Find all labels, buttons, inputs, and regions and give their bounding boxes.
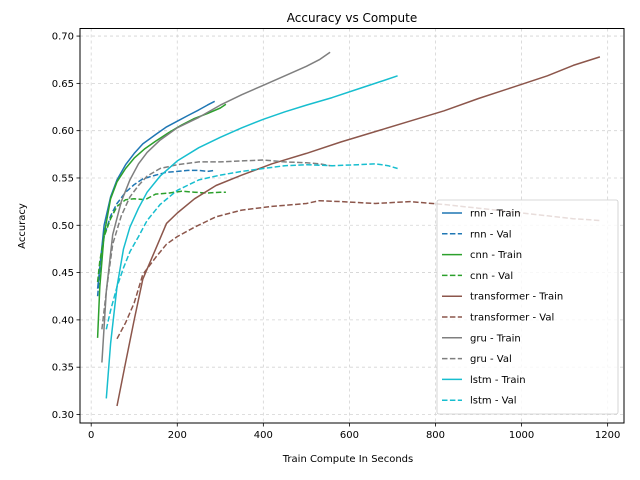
x-tick-label: 1200 <box>595 430 620 441</box>
legend-entry-label: cnn - Train <box>470 250 522 261</box>
series-line-cnn-val <box>96 190 226 283</box>
y-tick-label: 0.55 <box>52 173 74 184</box>
y-tick-label: 0.60 <box>52 126 74 137</box>
y-tick-label: 0.50 <box>52 221 74 232</box>
legend-entry-label: lstm - Val <box>470 396 517 407</box>
plot-lines <box>96 51 601 407</box>
x-axis-label: Train Compute In Seconds <box>282 454 413 465</box>
legend-entry-label: transformer - Train <box>470 292 563 303</box>
legend-entry-label: rnn - Train <box>470 209 521 220</box>
legend-box <box>436 199 619 415</box>
legend-entry-label: rnn - Val <box>470 229 512 240</box>
series-line-lstm-train <box>105 75 398 399</box>
x-tick-label: 800 <box>426 430 445 441</box>
y-tick-label: 0.30 <box>52 410 74 421</box>
legend-entry-label: gru - Val <box>470 354 512 365</box>
x-tick-label: 400 <box>254 430 273 441</box>
legend-entry-label: cnn - Val <box>470 271 513 282</box>
x-tick-label: 600 <box>340 430 359 441</box>
x-tick-label: 1000 <box>509 430 534 441</box>
y-tick-label: 0.35 <box>52 363 74 374</box>
series-line-gru-train <box>101 51 331 363</box>
y-tick-label: 0.70 <box>52 32 74 43</box>
axis-ticks: 0 200 400 600 800 1000 1200 0.30 0.35 0.40 0.45 0.5… <box>52 32 621 441</box>
series-line-rnn-val <box>96 169 215 297</box>
plot-frame <box>79 28 625 424</box>
legend: rnn - Train rnn - Val cnn - Train cnn - Val… <box>436 199 619 415</box>
series-line-gru-val <box>101 159 331 330</box>
x-tick-label: 200 <box>168 430 187 441</box>
series-line-lstm-val <box>105 163 398 330</box>
y-tick-label: 0.65 <box>52 79 74 90</box>
x-tick-label: 0 <box>88 430 94 441</box>
legend-entry-label: lstm - Train <box>470 375 526 386</box>
y-tick-label: 0.40 <box>52 315 74 326</box>
y-tick-label: 0.45 <box>52 268 74 279</box>
y-axis-label: Accuracy <box>17 203 28 249</box>
chart-title: Accuracy vs Compute <box>287 11 418 25</box>
series-line-rnn-train <box>96 100 216 289</box>
legend-entry-label: gru - Train <box>470 333 521 344</box>
legend-entry-label: transformer - Val <box>470 313 554 324</box>
